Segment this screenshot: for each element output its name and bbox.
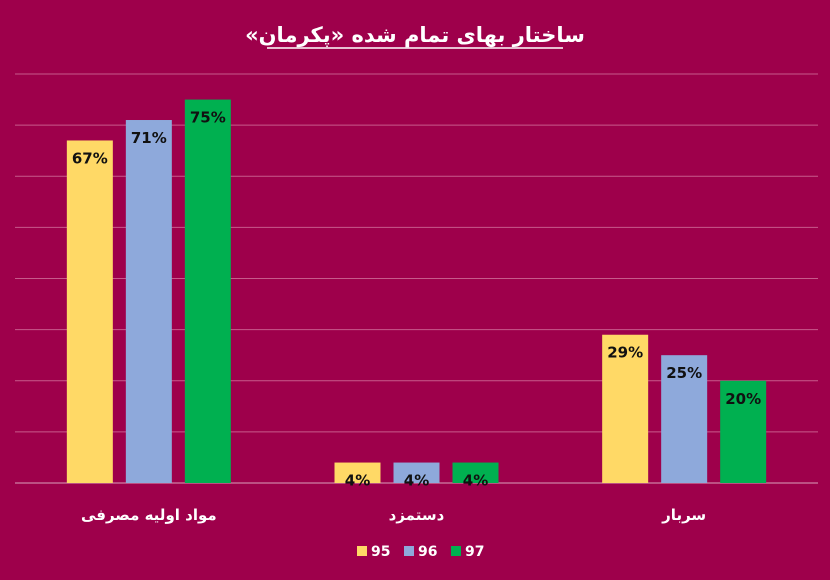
bar-95-2: [334, 462, 381, 483]
bar-95-1: [66, 140, 113, 483]
legend-label-95: 95: [371, 544, 390, 560]
data-label: 75%: [190, 109, 226, 127]
chart-title: ساختار بهای تمام شده «پکرمان»: [245, 23, 585, 47]
data-label: 20%: [725, 390, 761, 408]
category-labels: مواد اولیه مصرفی دستمزد سربار: [81, 506, 706, 524]
data-labels: 67% 71% 75% 4% 4% 4% 29% 25% 20%: [72, 109, 761, 490]
bar-96-2: [393, 462, 440, 483]
category-label: دستمزد: [389, 506, 445, 524]
bar-97-3: [720, 380, 767, 483]
legend: 95 96 97: [357, 544, 484, 560]
bar-95-3: [602, 334, 649, 483]
data-label: 4%: [463, 472, 488, 490]
data-label: 4%: [345, 472, 370, 490]
data-label: 25%: [666, 364, 702, 382]
data-label: 29%: [607, 344, 643, 362]
bars: [66, 99, 767, 483]
legend-swatch-97: [451, 546, 461, 556]
category-label: مواد اولیه مصرفی: [81, 506, 217, 524]
data-label: 67%: [72, 149, 108, 167]
data-label: 71%: [131, 129, 167, 147]
bar-97-1: [184, 99, 231, 483]
bar-96-3: [661, 355, 708, 483]
legend-swatch-96: [404, 546, 414, 556]
data-label: 4%: [404, 472, 429, 490]
category-label: سربار: [661, 506, 706, 524]
bar-97-2: [452, 462, 499, 483]
bar-96-1: [125, 120, 172, 483]
legend-label-97: 97: [465, 544, 484, 560]
legend-swatch-95: [357, 546, 367, 556]
legend-label-96: 96: [418, 544, 437, 560]
